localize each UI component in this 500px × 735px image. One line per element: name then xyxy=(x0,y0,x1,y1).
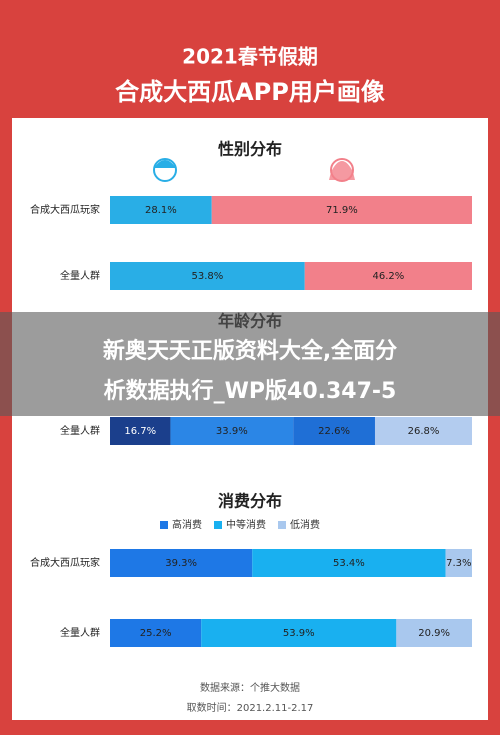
legend-swatch xyxy=(214,521,222,529)
bar-segment xyxy=(252,549,446,577)
overlay-text: 析数据执行_WP版40.347-5 xyxy=(104,378,397,404)
value-label: 53.8% xyxy=(191,271,223,282)
boy-icon xyxy=(153,158,177,182)
overlay-band xyxy=(0,312,500,416)
chart-title: 消费分布 xyxy=(218,492,282,511)
overlay-text: 新奥天天正版资料大全,全面分 xyxy=(103,338,397,364)
legend-label: 中等消费 xyxy=(226,518,266,531)
legend-swatch xyxy=(278,521,286,529)
category-label: 合成大西瓜玩家 xyxy=(30,203,100,216)
value-label: 7.3% xyxy=(446,558,471,569)
value-label: 39.3% xyxy=(165,558,197,569)
bar-segment xyxy=(293,417,375,445)
legend-label: 高消费 xyxy=(172,518,202,531)
value-label: 71.9% xyxy=(326,205,358,216)
category-label: 全量人群 xyxy=(60,424,100,437)
category-label: 合成大西瓜玩家 xyxy=(30,556,100,569)
value-label: 53.9% xyxy=(283,628,315,639)
bar-segment xyxy=(110,549,253,577)
bar-segment xyxy=(211,196,473,224)
value-label: 28.1% xyxy=(145,205,177,216)
bar-segment xyxy=(110,196,212,224)
bar-segment xyxy=(445,549,472,577)
bar-segment xyxy=(304,262,472,290)
footer-period: 取数时间：2021.2.11-2.17 xyxy=(187,701,314,714)
value-label: 20.9% xyxy=(418,628,450,639)
category-label: 全量人群 xyxy=(60,269,100,282)
bar-segment xyxy=(110,417,171,445)
bar-segment xyxy=(201,619,397,647)
bar-segment xyxy=(374,417,472,445)
value-label: 22.6% xyxy=(318,426,350,437)
value-label: 25.2% xyxy=(140,628,172,639)
value-label: 33.9% xyxy=(216,426,248,437)
header-title: 2021春节假期 xyxy=(182,45,318,69)
legend-label: 低消费 xyxy=(290,518,320,531)
category-label: 全量人群 xyxy=(60,626,100,639)
value-label: 26.8% xyxy=(408,426,440,437)
bar-segment xyxy=(396,619,472,647)
header-subtitle: 合成大西瓜APP用户画像 xyxy=(115,78,386,106)
chart-title: 性别分布 xyxy=(218,140,282,159)
value-label: 16.7% xyxy=(124,426,156,437)
bar-segment xyxy=(170,417,294,445)
value-label: 46.2% xyxy=(372,271,404,282)
footer-source: 数据来源：个推大数据 xyxy=(200,681,300,694)
girl-icon xyxy=(329,158,355,182)
bar-segment xyxy=(110,262,305,290)
bar-segment xyxy=(110,619,202,647)
legend-swatch xyxy=(160,521,168,529)
value-label: 53.4% xyxy=(333,558,365,569)
